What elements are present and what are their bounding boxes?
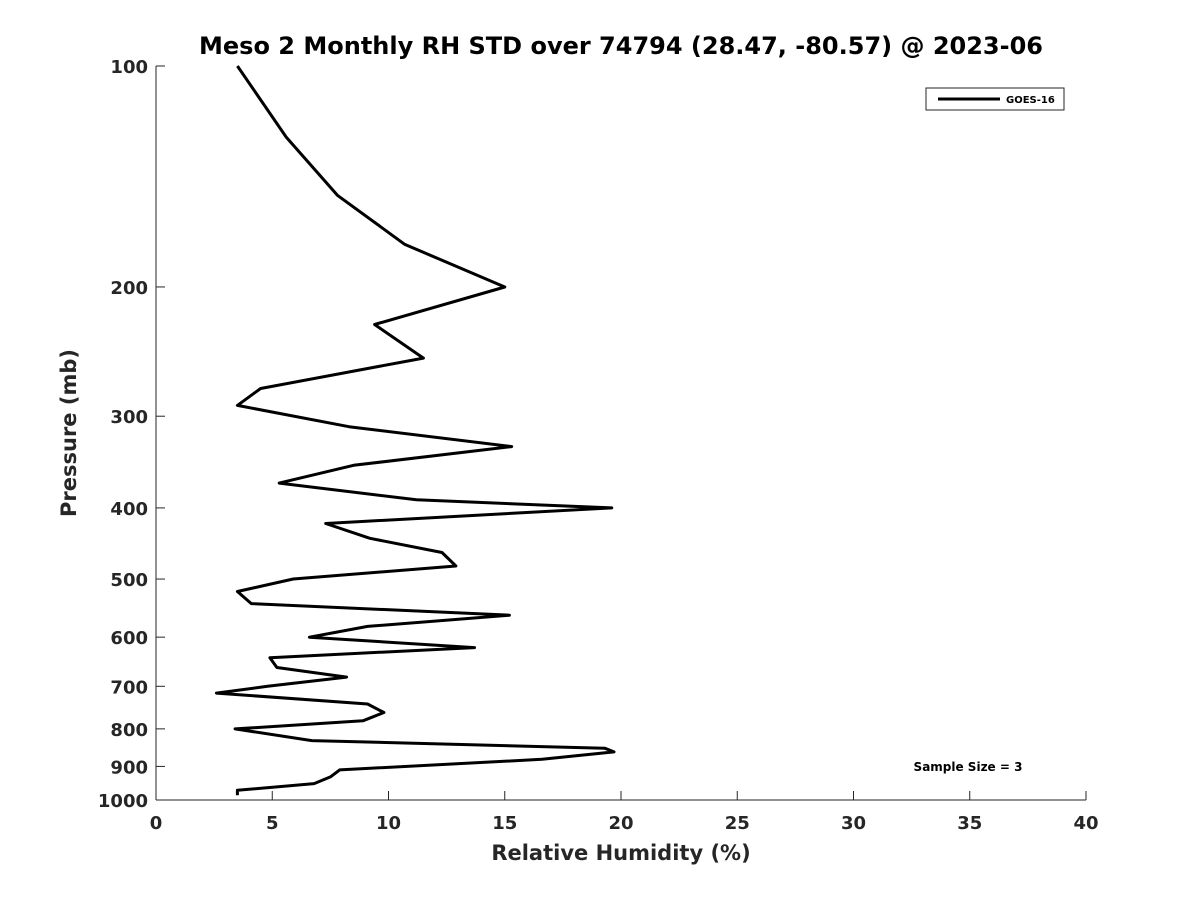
series-line-goes-16 xyxy=(214,65,616,796)
y-ticks: 100 200 300 400 500 600 700 800 900 1000 xyxy=(98,57,165,812)
x-axis-label: Relative Humidity (%) xyxy=(491,841,750,865)
y-tick-label: 1000 xyxy=(98,791,148,812)
axes xyxy=(155,66,1086,801)
y-tick-label: 200 xyxy=(110,278,148,299)
y-tick-label: 400 xyxy=(110,499,148,520)
x-tick-label: 0 xyxy=(150,813,163,834)
x-ticks: 0 5 10 15 20 25 30 35 40 xyxy=(150,791,1099,834)
y-axis-label: Pressure (mb) xyxy=(57,349,81,517)
x-tick-label: 35 xyxy=(957,813,982,834)
y-tick-label: 300 xyxy=(110,407,148,428)
sample-size-annotation: Sample Size = 3 xyxy=(914,760,1023,774)
series-layer xyxy=(214,65,616,796)
legend-entry-goes-16: GOES-16 xyxy=(1006,95,1055,106)
y-tick-label: 900 xyxy=(110,757,148,778)
x-tick-label: 15 xyxy=(492,813,517,834)
y-tick-label: 100 xyxy=(110,57,148,78)
x-tick-label: 20 xyxy=(608,813,633,834)
x-tick-label: 40 xyxy=(1073,813,1098,834)
y-tick-label: 500 xyxy=(110,570,148,591)
x-tick-label: 25 xyxy=(725,813,750,834)
x-tick-label: 5 xyxy=(266,813,279,834)
y-tick-label: 700 xyxy=(110,677,148,698)
y-tick-label: 800 xyxy=(110,720,148,741)
legend: GOES-16 xyxy=(925,87,1065,111)
chart-title: Meso 2 Monthly RH STD over 74794 (28.47,… xyxy=(199,32,1043,60)
y-tick-label: 600 xyxy=(110,628,148,649)
x-tick-label: 10 xyxy=(376,813,401,834)
x-tick-label: 30 xyxy=(841,813,866,834)
